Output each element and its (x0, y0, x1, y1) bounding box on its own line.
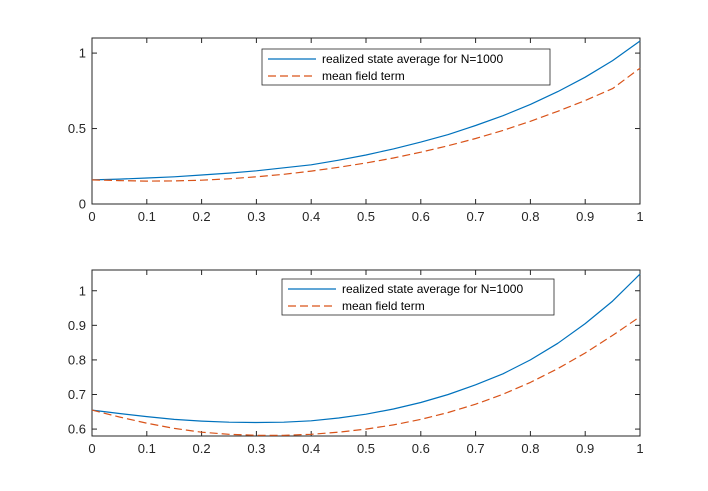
bottom-plot-y-tick-label: 1 (79, 283, 86, 298)
bottom-plot-series (91, 273, 641, 436)
bottom-plot-y-tick-label: 0.6 (68, 422, 86, 437)
bottom-plot-x-tick-label: 0.9 (576, 441, 594, 456)
bottom-plot-x-tick-labels: 0 0.1 0.2 0.3 0.4 0.5 0.6 0.7 0.8 0.9 1 (88, 441, 643, 456)
bottom-plot-y-tick-label: 0.9 (68, 318, 86, 333)
top-plot-x-tick-label: 0.5 (357, 209, 375, 224)
bottom-plot-x-tick-label: 0.7 (467, 441, 485, 456)
bottom-plot-x-tick-label: 0.5 (357, 441, 375, 456)
top-plot-x-tick-label: 0.3 (247, 209, 265, 224)
bottom-plot-y-tick-label: 0.7 (68, 387, 86, 402)
top-plot-x-tick-label: 0 (88, 209, 95, 224)
top-plot-legend-box (261, 48, 551, 86)
bottom-plot-x-tick-label: 0.8 (521, 441, 539, 456)
top-plot-y-tick-label: 1 (79, 46, 86, 61)
bottom-plot: 0.60.70.80.91 0 0.1 0.2 0.3 0.4 0.5 0.6 0.7 0.8 0… (68, 269, 644, 456)
top-plot-x-tick-label: 1 (636, 209, 643, 224)
bottom-plot-series-realized-line (91, 273, 641, 424)
top-plot-legend-realized-label: realized state average for N=1000 (322, 52, 503, 66)
top-plot-y-tick-labels: 00.51 (68, 46, 86, 212)
bottom-plot-legend-mean-field-label: mean field term (342, 299, 425, 313)
bottom-plot-legend-realized-label: realized state average for N=1000 (342, 282, 523, 296)
top-plot-x-tick-label: 0.4 (302, 209, 320, 224)
bottom-plot-y-tick-label: 0.8 (68, 352, 86, 367)
bottom-plot-legend: realized state average for N=1000 mean f… (281, 278, 555, 316)
top-plot-legend-mean-field-label: mean field term (322, 69, 405, 83)
top-plot-series (91, 40, 641, 182)
top-plot-x-tick-label: 0.8 (521, 209, 539, 224)
bottom-plot-x-tick-label: 0.2 (193, 441, 211, 456)
top-plot-series-realized-line (91, 40, 641, 181)
top-plot-x-tick-labels: 0 0.1 0.2 0.3 0.4 0.5 0.6 0.7 0.8 0.9 1 (88, 209, 643, 224)
bottom-plot-x-tick-label: 0 (88, 441, 95, 456)
top-plot-y-tick-label: 0.5 (68, 121, 86, 136)
top-plot-x-tick-label: 0.7 (467, 209, 485, 224)
bottom-plot-x-tick-label: 0.1 (138, 441, 156, 456)
bottom-plot-x-tick-label: 0.4 (302, 441, 320, 456)
bottom-plot-x-tick-label: 1 (636, 441, 643, 456)
bottom-plot-legend-box (281, 278, 555, 316)
bottom-plot-x-tick-label: 0.3 (247, 441, 265, 456)
top-plot-ticks (91, 38, 641, 205)
bottom-plot-x-tick-label: 0.6 (412, 441, 430, 456)
top-plot-y-tick-label: 0 (79, 197, 86, 212)
bottom-plot-series-mean-field-line (91, 316, 641, 436)
top-plot: 00.51 0 0.1 0.2 0.3 0.4 0.5 0.6 0.7 0.8 0.9 1 real… (68, 37, 644, 224)
top-plot-x-tick-label: 0.1 (138, 209, 156, 224)
top-plot-series-mean-field-line (91, 67, 641, 182)
top-plot-x-tick-label: 0.9 (576, 209, 594, 224)
top-plot-x-tick-label: 0.6 (412, 209, 430, 224)
bottom-plot-y-tick-labels: 0.6 0.7 0.8 0.9 1 (68, 283, 86, 436)
top-plot-x-tick-label: 0.2 (193, 209, 211, 224)
top-plot-legend: realized state average for N=1000 mean f… (261, 48, 551, 86)
